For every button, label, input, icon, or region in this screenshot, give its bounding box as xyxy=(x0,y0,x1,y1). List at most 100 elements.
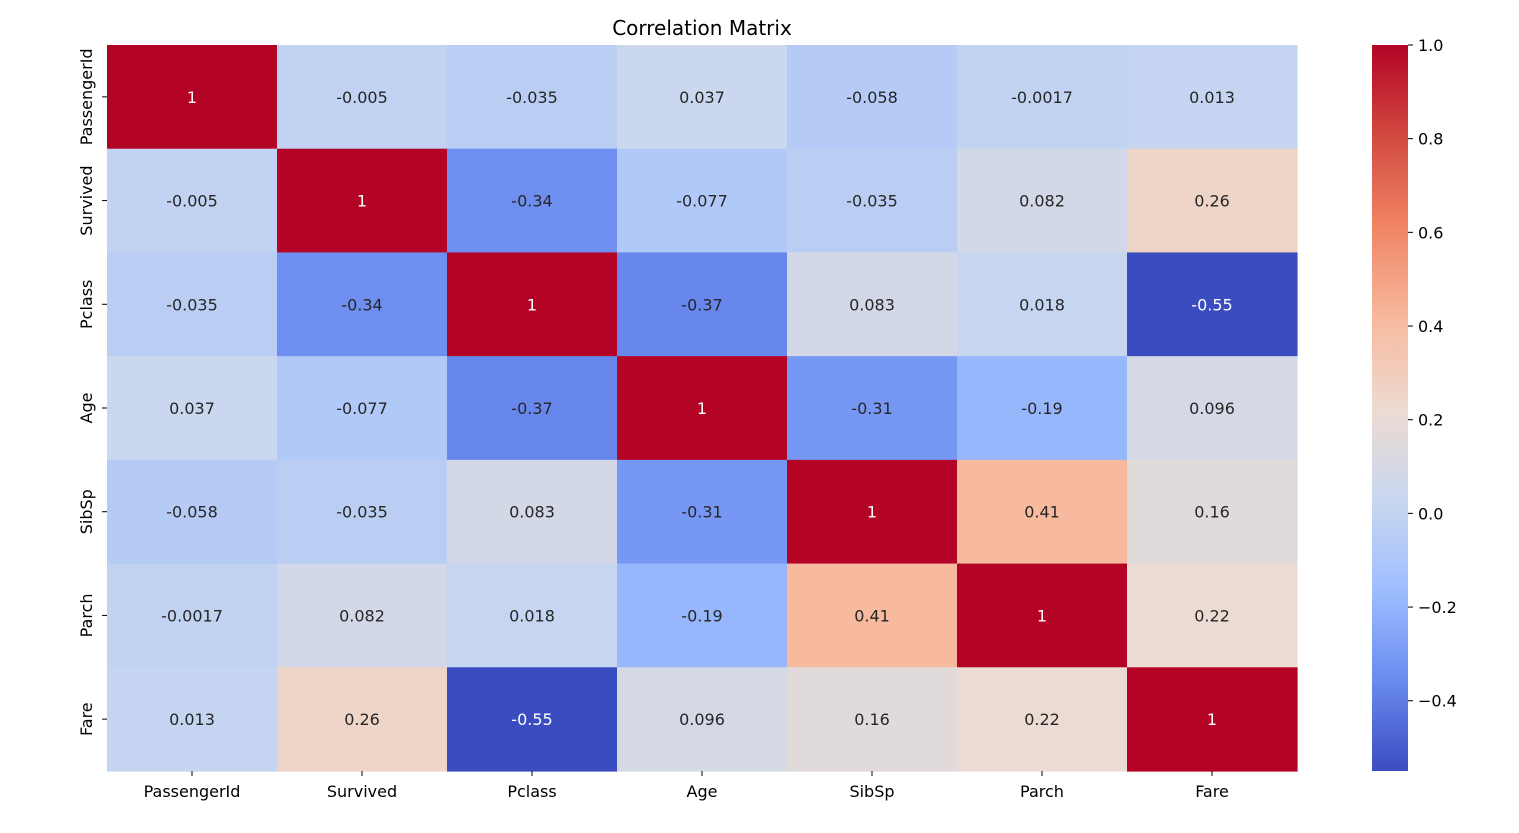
x-tick-label-sibsp: SibSp xyxy=(849,782,894,801)
heatmap-cell-fare-parch xyxy=(957,667,1128,772)
heatmap-annotation-parch-parch: 1 xyxy=(1037,606,1047,625)
x-tick-label-fare: Fare xyxy=(1195,782,1229,801)
heatmap-cell-parch-sibsp xyxy=(787,563,958,668)
heatmap-annotation-passengerid-survived: -0.005 xyxy=(336,88,388,107)
heatmap-cell-pclass-parch xyxy=(957,252,1128,357)
y-tick-label-sibsp: SibSp xyxy=(77,489,96,534)
heatmap-cell-pclass-passengerid xyxy=(107,252,278,357)
heatmap-cell-parch-age xyxy=(617,563,788,668)
heatmap-annotation-age-sibsp: -0.31 xyxy=(851,399,892,418)
heatmap-cell-survived-fare xyxy=(1127,148,1298,254)
heatmap-cell-sibsp-age xyxy=(617,459,788,565)
heatmap-cell-survived-pclass xyxy=(447,148,618,254)
heatmap-cell-survived-age xyxy=(617,148,788,254)
heatmap-annotation-age-passengerid: 0.037 xyxy=(169,399,215,418)
heatmap-cell-sibsp-parch xyxy=(957,459,1128,565)
heatmap-annotation-parch-fare: 0.22 xyxy=(1194,606,1230,625)
heatmap-annotation-sibsp-parch: 0.41 xyxy=(1024,503,1060,522)
y-tick-label-passengerid: PassengerId xyxy=(77,48,96,145)
heatmap-annotation-fare-passengerid: 0.013 xyxy=(169,710,215,729)
heatmap-annotation-pclass-passengerid: -0.035 xyxy=(166,295,218,314)
heatmap-cell-passengerid-parch xyxy=(957,45,1128,150)
y-tick-label-parch: Parch xyxy=(77,593,96,637)
heatmap-cell-sibsp-pclass xyxy=(447,459,618,565)
heatmap-cells xyxy=(107,45,1298,772)
heatmap-annotations: 1 -0.005 -0.035 0.037 -0.058 -0.0017 0.013 -0.0… xyxy=(161,88,1235,729)
heatmap-annotation-sibsp-pclass: 0.083 xyxy=(509,503,555,522)
heatmap-cell-parch-parch xyxy=(957,563,1128,668)
colorbar-tick-label: 0.6 xyxy=(1418,223,1443,242)
heatmap-annotation-survived-passengerid: -0.005 xyxy=(166,192,218,211)
heatmap-cell-survived-parch xyxy=(957,148,1128,254)
y-tick-label-age: Age xyxy=(77,393,96,424)
heatmap-annotation-fare-age: 0.096 xyxy=(679,710,725,729)
heatmap-cell-passengerid-sibsp xyxy=(787,45,958,150)
heatmap-cell-sibsp-sibsp xyxy=(787,459,958,565)
x-tick-label-age: Age xyxy=(687,782,718,801)
heatmap-cell-passengerid-passengerid xyxy=(107,45,278,150)
heatmap-annotation-age-age: 1 xyxy=(697,399,707,418)
heatmap-cell-parch-fare xyxy=(1127,563,1298,668)
colorbar-tick-label: −0.4 xyxy=(1418,692,1457,711)
heatmap-cell-passengerid-pclass xyxy=(447,45,618,150)
heatmap-cell-pclass-fare xyxy=(1127,252,1298,357)
heatmap-annotation-parch-passengerid: -0.0017 xyxy=(161,606,223,625)
heatmap-annotation-pclass-survived: -0.34 xyxy=(341,295,382,314)
chart-title: Correlation Matrix xyxy=(612,16,792,40)
colorbar-ticks: 1.0 0.8 0.6 0.4 0.2 0.0 −0.2 −0.4 xyxy=(1408,36,1457,711)
heatmap-cell-pclass-pclass xyxy=(447,252,618,357)
x-axis-ticks: PassengerId Survived Pclass Age SibSp Parch Fa… xyxy=(144,771,1229,801)
heatmap-cell-age-pclass xyxy=(447,356,618,461)
colorbar-tick-label: 0.4 xyxy=(1418,317,1443,336)
heatmap-annotation-age-fare: 0.096 xyxy=(1189,399,1235,418)
heatmap-cell-parch-survived xyxy=(277,563,448,668)
heatmap-cell-survived-passengerid xyxy=(107,148,278,254)
heatmap-annotation-age-parch: -0.19 xyxy=(1021,399,1062,418)
heatmap-cell-pclass-sibsp xyxy=(787,252,958,357)
heatmap-annotation-parch-pclass: 0.018 xyxy=(509,606,555,625)
heatmap-cell-age-parch xyxy=(957,356,1128,461)
heatmap-annotation-pclass-sibsp: 0.083 xyxy=(849,295,895,314)
heatmap-annotation-parch-sibsp: 0.41 xyxy=(854,606,890,625)
heatmap-cell-fare-fare xyxy=(1127,667,1298,772)
heatmap-annotation-survived-parch: 0.082 xyxy=(1019,192,1065,211)
colorbar-tick-label: 0.2 xyxy=(1418,411,1443,430)
heatmap-cell-sibsp-survived xyxy=(277,459,448,565)
heatmap-annotation-fare-survived: 0.26 xyxy=(344,710,380,729)
heatmap-cell-fare-survived xyxy=(277,667,448,772)
heatmap-annotation-pclass-parch: 0.018 xyxy=(1019,295,1065,314)
x-tick-label-pclass: Pclass xyxy=(507,782,556,801)
heatmap-annotation-sibsp-sibsp: 1 xyxy=(867,503,877,522)
x-tick-label-passengerid: PassengerId xyxy=(144,782,241,801)
heatmap-annotation-fare-fare: 1 xyxy=(1207,710,1217,729)
heatmap-annotation-sibsp-passengerid: -0.058 xyxy=(166,503,218,522)
heatmap-annotation-passengerid-parch: -0.0017 xyxy=(1011,88,1073,107)
colorbar-tick-label: 0.8 xyxy=(1418,130,1443,149)
heatmap-cell-passengerid-survived xyxy=(277,45,448,150)
heatmap-cell-age-fare xyxy=(1127,356,1298,461)
heatmap-annotation-pclass-fare: -0.55 xyxy=(1191,295,1232,314)
heatmap-cell-survived-sibsp xyxy=(787,148,958,254)
heatmap-cell-fare-age xyxy=(617,667,788,772)
heatmap-cell-pclass-age xyxy=(617,252,788,357)
heatmap-annotation-passengerid-age: 0.037 xyxy=(679,88,725,107)
heatmap-cell-pclass-survived xyxy=(277,252,448,357)
heatmap-cell-age-survived xyxy=(277,356,448,461)
heatmap-annotation-parch-survived: 0.082 xyxy=(339,606,385,625)
y-axis-ticks: PassengerId Survived Pclass Age SibSp Parch Fa… xyxy=(77,48,107,736)
heatmap-annotation-survived-pclass: -0.34 xyxy=(511,192,552,211)
heatmap-annotation-passengerid-sibsp: -0.058 xyxy=(846,88,898,107)
heatmap-cell-survived-survived xyxy=(277,148,448,254)
heatmap-annotation-fare-pclass: -0.55 xyxy=(511,710,552,729)
heatmap-cell-passengerid-fare xyxy=(1127,45,1298,150)
heatmap-cell-passengerid-age xyxy=(617,45,788,150)
heatmap-cell-sibsp-fare xyxy=(1127,459,1298,565)
heatmap-annotation-survived-fare: 0.26 xyxy=(1194,192,1230,211)
heatmap-cell-age-sibsp xyxy=(787,356,958,461)
heatmap-annotation-survived-survived: 1 xyxy=(357,192,367,211)
colorbar-tick-label: 0.0 xyxy=(1418,504,1443,523)
heatmap-cell-sibsp-passengerid xyxy=(107,459,278,565)
colorbar-tick-label: 1.0 xyxy=(1418,36,1443,55)
heatmap-annotation-age-pclass: -0.37 xyxy=(511,399,552,418)
